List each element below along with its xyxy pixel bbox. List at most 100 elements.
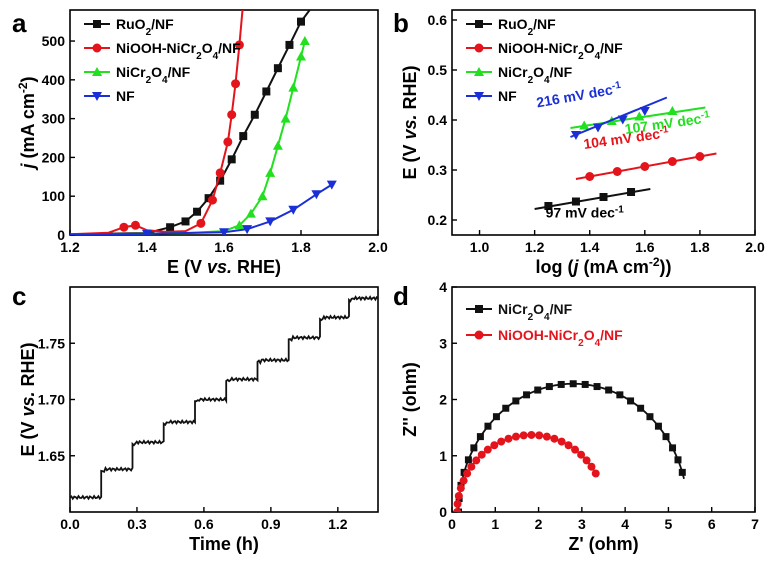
data-point <box>280 113 291 123</box>
series-line <box>70 295 378 501</box>
data-point <box>557 437 566 446</box>
data-point <box>581 380 589 388</box>
series-line <box>70 10 244 235</box>
data-point <box>250 110 259 119</box>
data-point <box>181 217 190 226</box>
data-point <box>577 450 586 459</box>
legend-marker <box>475 20 483 28</box>
data-point <box>646 413 654 421</box>
x-tick-label: 0.9 <box>261 516 281 532</box>
data-point <box>511 432 520 441</box>
data-point <box>523 391 531 399</box>
panel-b: 1.0 1.2 1.4 1.6 1.8 2.0 0.2 0.3 0.4 0.5 0.6 log (j … <box>400 9 765 277</box>
data-point <box>599 193 608 201</box>
plot-frame <box>451 9 756 236</box>
data-point <box>119 222 129 232</box>
y-tick-label: 300 <box>42 111 66 127</box>
data-point <box>497 437 506 446</box>
data-point <box>326 180 337 190</box>
data-point <box>570 131 581 140</box>
data-point <box>579 120 590 130</box>
x-tick-label: 5 <box>665 516 673 532</box>
panel-label-d: d <box>393 281 409 311</box>
data-point <box>296 51 306 61</box>
y-axis-label: Z'' (ohm) <box>400 362 420 437</box>
x-axis-label: log (j (mA cm-2)) <box>535 255 671 277</box>
x-tick-label: 7 <box>751 516 759 532</box>
series-chronopotentiometry <box>70 295 378 501</box>
data-point <box>464 456 472 464</box>
legend-label: RuO2/NF <box>116 16 174 38</box>
data-point <box>654 422 662 430</box>
legend-marker <box>474 330 484 340</box>
panel-label-b: b <box>393 8 409 38</box>
data-point <box>484 422 492 430</box>
data-point <box>459 476 468 485</box>
data-point <box>534 386 542 394</box>
legend-label: NiCr2O4/NF <box>498 301 573 323</box>
series-NiCr2O4/NF <box>570 106 706 130</box>
x-tick-label: 1.4 <box>580 239 600 255</box>
y-tick-label: 200 <box>42 149 66 165</box>
panel-d: 0 1 2 3 4 5 6 7 0 1 2 3 4 Z' (ohm) Z'' (ohm) NiCr2O4/NF… <box>400 279 759 554</box>
data-point <box>223 137 233 147</box>
x-tick-label: 2.0 <box>368 239 388 255</box>
data-point <box>265 167 276 177</box>
data-point <box>288 205 299 215</box>
data-point <box>257 191 268 201</box>
x-tick-label: 0.3 <box>127 516 147 532</box>
y-tick-label: 2 <box>439 392 447 408</box>
data-point <box>593 383 601 391</box>
data-point <box>519 431 528 440</box>
x-tick-label: 4 <box>621 516 629 532</box>
legend-marker <box>474 67 484 76</box>
data-point <box>616 391 624 399</box>
data-point <box>678 468 686 476</box>
data-point <box>545 383 553 391</box>
data-point <box>265 217 276 227</box>
data-point <box>585 172 595 181</box>
data-point <box>512 397 520 405</box>
data-point <box>502 404 510 412</box>
data-point <box>640 162 650 171</box>
data-point <box>662 433 670 441</box>
y-tick-label: 1.70 <box>38 392 65 408</box>
y-tick-label: 0.4 <box>428 112 448 128</box>
data-point <box>571 197 580 206</box>
data-point <box>667 157 677 166</box>
legend-marker <box>92 92 102 101</box>
legend-label: NiOOH-NiCr2O4/NF <box>116 40 241 62</box>
data-point <box>569 380 577 388</box>
series-NF <box>70 180 337 235</box>
y-axis-label: j (mA cm-2) <box>16 76 38 170</box>
data-point <box>273 64 282 73</box>
x-tick-label: 1.8 <box>291 239 311 255</box>
data-point <box>142 229 152 235</box>
data-point <box>453 508 462 512</box>
data-point <box>467 462 476 471</box>
data-point <box>227 155 236 164</box>
x-tick-label: 1.0 <box>470 239 490 255</box>
legend: NiCr2O4/NF NiOOH-NiCr2O4/NF <box>466 301 623 349</box>
y-tick-label: 0.2 <box>428 212 448 228</box>
data-point <box>472 456 481 465</box>
data-point <box>231 79 241 89</box>
legend-label: NiCr2O4/NF <box>116 64 191 86</box>
x-tick-label: 2 <box>535 516 543 532</box>
data-point <box>216 176 225 185</box>
data-point <box>215 168 225 178</box>
data-point <box>245 208 256 218</box>
legend-label: NF <box>116 88 135 104</box>
y-tick-label: 0 <box>439 504 447 520</box>
data-point <box>239 0 248 7</box>
data-point <box>262 87 271 96</box>
x-tick-label: 1.2 <box>60 239 80 255</box>
data-point <box>557 380 565 388</box>
y-tick-label: 0.3 <box>428 162 448 178</box>
x-tick-label: 1.6 <box>635 239 655 255</box>
data-point <box>587 462 596 471</box>
y-tick-label: 1.75 <box>38 335 65 351</box>
x-tick-label: 1.6 <box>214 239 234 255</box>
data-point <box>476 433 484 441</box>
